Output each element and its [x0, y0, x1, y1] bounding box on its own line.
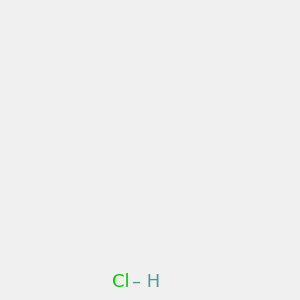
Text: Cl: Cl: [112, 273, 130, 291]
Text: – H: – H: [132, 273, 160, 291]
